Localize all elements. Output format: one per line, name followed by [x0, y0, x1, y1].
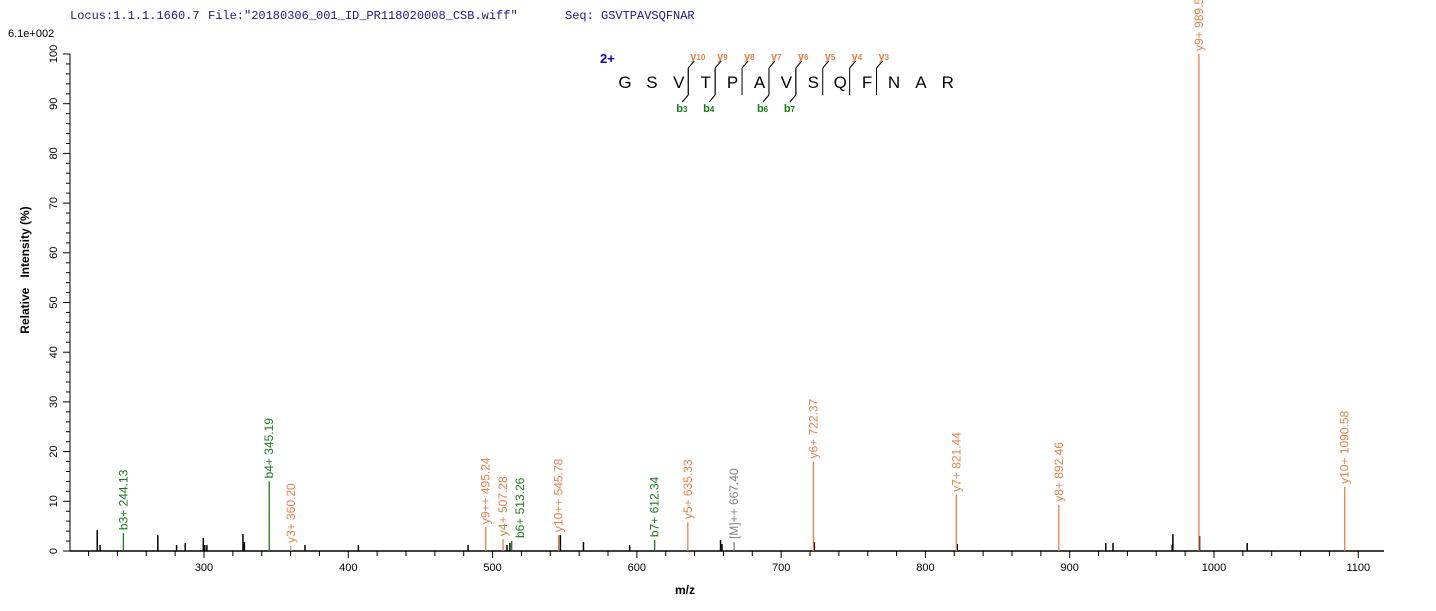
- cleavage-tick: [789, 94, 797, 103]
- sequence-label: Seq: GSVTPAVSQFNAR: [565, 9, 695, 23]
- b-ion-marker: b3: [676, 103, 688, 115]
- residue: A: [754, 73, 766, 92]
- cleavage-tick: [762, 94, 770, 103]
- residue: R: [942, 73, 954, 92]
- residue: G: [618, 73, 631, 92]
- y-tick-label: 60: [48, 247, 60, 259]
- y-tick-label: 30: [48, 396, 60, 408]
- residue: S: [646, 73, 657, 92]
- peak-label: y9+ 989.53: [1192, 0, 1206, 51]
- cleavage-tick: [741, 60, 749, 69]
- peaks: b3+ 244.13 b4+ 345.19 y3+ 360.20 y9++ 495.2…: [96, 0, 1352, 551]
- x-axis-label: m/z: [675, 583, 695, 597]
- peak-label: [M]++ 667.40: [727, 468, 741, 539]
- x-tick-label: 400: [339, 562, 357, 574]
- residue: A: [915, 73, 927, 92]
- peak-label: y6+ 722.37: [806, 398, 820, 458]
- residue: T: [701, 73, 711, 92]
- cleavage-tick: [687, 60, 695, 69]
- file-label: File:"20180306_001_ID_PR118020008_CSB.wi…: [208, 9, 518, 23]
- peak-label: b3+ 244.13: [116, 469, 130, 530]
- cleavage-tick: [795, 60, 803, 69]
- y-ion-marker: y4: [852, 51, 863, 63]
- peak-label: b6+ 513.26: [513, 477, 527, 538]
- y-ion-marker: y10: [690, 51, 706, 63]
- residue: Q: [834, 73, 847, 92]
- cleavage-tick: [708, 94, 716, 103]
- peak-label: y10+ 1090.58: [1338, 410, 1352, 483]
- y-ion-marker: y6: [798, 51, 809, 63]
- y-tick-label: 50: [48, 296, 60, 308]
- y-tick-label: 70: [48, 197, 60, 209]
- residue: V: [673, 73, 685, 92]
- charge-state: 2+: [600, 51, 615, 66]
- x-tick-label: 1000: [1202, 562, 1226, 574]
- axes: 300 400 500 600 700 800 900 1000 1100 0 10 20 30 40 50…: [48, 45, 1384, 574]
- residue: F: [862, 73, 872, 92]
- x-tick-label: 900: [1061, 562, 1079, 574]
- cleavage-tick: [876, 60, 883, 69]
- cleavage-tick: [681, 94, 689, 103]
- y-tick-label: 40: [48, 346, 60, 358]
- peak-label: y3+ 360.20: [284, 483, 298, 543]
- x-tick-label: 300: [195, 562, 213, 574]
- peak-label: y8+ 892.46: [1052, 442, 1066, 502]
- b-ion-marker: b6: [757, 103, 769, 115]
- residue: N: [888, 73, 900, 92]
- y-ion-marker: y8: [744, 51, 755, 63]
- y-axis-label: Relative Intensity (%): [18, 206, 32, 333]
- x-tick-label: 800: [916, 562, 934, 574]
- x-tick-label: 600: [628, 562, 646, 574]
- x-tick-label: 700: [772, 562, 790, 574]
- cleavage-tick: [714, 60, 722, 69]
- peak-label: y9++ 495.24: [479, 457, 493, 524]
- x-tick-label: 500: [483, 562, 501, 574]
- locus-label: Locus:1.1.1.1660.7: [70, 9, 200, 23]
- max-intensity-label: 6.1e+002: [8, 28, 54, 40]
- b-ion-marker: b7: [784, 103, 796, 115]
- peak-label: b7+ 612.34: [648, 476, 662, 537]
- y-tick-label: 20: [48, 445, 60, 457]
- residue: V: [781, 73, 793, 92]
- y-ion-marker: y9: [717, 51, 728, 63]
- peak-label: y4+ 507.28: [496, 476, 510, 536]
- y-tick-label: 10: [48, 495, 60, 507]
- residue: S: [808, 73, 819, 92]
- cleavage-tick: [768, 60, 776, 69]
- peak-label: y5+ 635.33: [681, 459, 695, 519]
- residue: P: [727, 73, 738, 92]
- b-ion-marker: b4: [703, 103, 715, 115]
- x-tick-label: 1100: [1346, 562, 1370, 574]
- y-tick-label: 0: [48, 548, 60, 554]
- y-ion-marker: y5: [825, 51, 836, 63]
- cleavage-tick: [822, 60, 830, 69]
- peak-label: b4+ 345.19: [262, 418, 276, 479]
- peak-label: y10++ 545.78: [552, 458, 566, 532]
- y-tick-label: 100: [48, 45, 60, 63]
- cleavage-tick: [849, 60, 857, 69]
- y-ion-marker: y7: [771, 51, 782, 63]
- peak-label: y7+ 821.44: [949, 432, 963, 492]
- y-ion-marker: y3: [879, 51, 890, 63]
- y-tick-label: 90: [48, 98, 60, 110]
- y-tick-label: 80: [48, 147, 60, 159]
